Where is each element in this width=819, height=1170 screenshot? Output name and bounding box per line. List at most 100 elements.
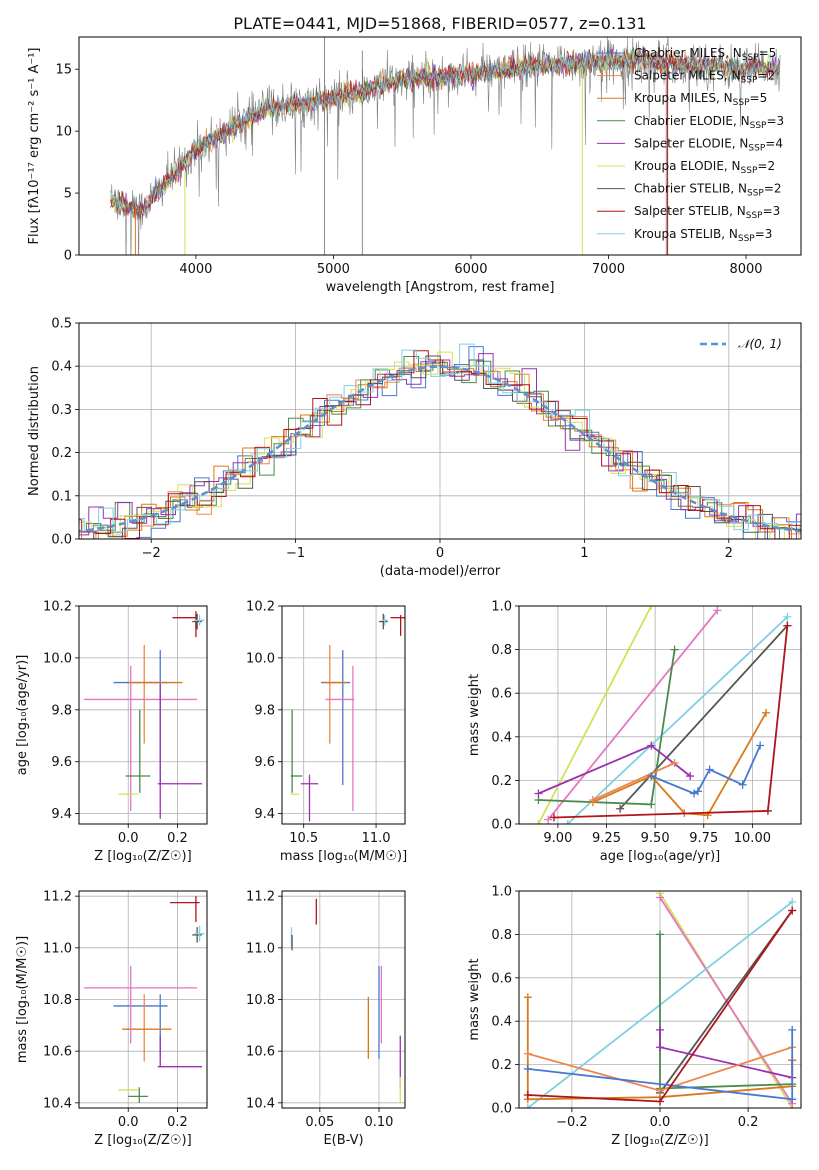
weight-marker [788, 1025, 797, 1034]
x-tick-label: 9.00 [543, 831, 572, 846]
legend-text: Chabrier STELIB, N [634, 182, 747, 196]
x-tick-label: 10.00 [734, 831, 771, 846]
plot-area [110, 37, 781, 255]
legend-label: Salpeter ELODIE, NSSP=4 [634, 136, 783, 153]
panel-age_vs_Z: 0.0 0.2 9.4 9.6 9.8 10.0 10.2 Z [log₁₀(Z/Z☉)] ag… [15, 600, 208, 864]
legend-label: Chabrier ELODIE, NSSP=3 [634, 114, 784, 131]
legend-eq: =5 [750, 91, 768, 105]
weight-marker [523, 1049, 532, 1058]
weight-marker [647, 741, 656, 750]
x-tick-label: 0.2 [167, 1115, 188, 1130]
legend-sub: SSP [742, 53, 759, 63]
legend-entry: Kroupa STELIB, NSSP=3 [597, 227, 772, 244]
legend-entry: Salpeter STELIB, NSSP=3 [597, 204, 780, 221]
legend-text: Salpeter STELIB, N [634, 204, 746, 218]
plot-area [79, 343, 801, 539]
x-tick-label: 0.2 [167, 831, 188, 846]
y-axis-label: Normed distribution [27, 366, 42, 496]
plot-area [83, 611, 205, 819]
x-axis-label: mass [log₁₀(M/M☉)] [280, 849, 407, 864]
legend-sub: SSP [746, 211, 763, 221]
x-tick-label: 4000 [179, 262, 212, 277]
weight-marker [783, 621, 792, 630]
legend-sub: SSP [747, 189, 764, 199]
grid [282, 605, 405, 824]
legend-eq: =2 [764, 182, 782, 196]
legend: 𝒩(0, 1) [700, 337, 782, 351]
axes-frame [281, 605, 406, 825]
y-axis-label: mass weight [467, 674, 482, 756]
y-tick-label: 9.8 [254, 703, 275, 718]
x-axis-label: (data-model)/error [380, 564, 501, 579]
panel-massweight_vs_Z: −0.2 0.0 0.2 0.0 0.2 0.4 0.6 0.8 1.0 Z [log₁₀(Z/Z… [467, 885, 802, 1148]
y-tick-label: 0.8 [491, 643, 512, 658]
axes-frame [78, 36, 802, 256]
weight-marker [761, 708, 770, 717]
legend-text: Chabrier MILES, N [634, 46, 742, 60]
y-tick-label: 0.6 [491, 971, 512, 986]
weight-marker [563, 820, 572, 824]
panel-spectrum: 4000 5000 6000 7000 8000 0 5 10 15 wavelength [An… [27, 36, 802, 295]
x-tick-label: 7000 [592, 262, 625, 277]
weight-marker [656, 930, 664, 939]
x-tick-label: 0.0 [650, 1115, 671, 1130]
legend-text: Chabrier ELODIE, N [634, 114, 750, 128]
legend-entry: Chabrier MILES, NSSP=5 [597, 46, 776, 63]
x-axis-label: Z [log₁₀(Z/Z☉)] [94, 849, 191, 864]
weight-series-2 [566, 616, 789, 824]
y-axis-label: mass [log₁₀(M/M☉)] [15, 936, 30, 1063]
x-tick-label: 6000 [454, 262, 487, 277]
weight-series-7 [592, 762, 675, 801]
legend-label: 𝒩(0, 1) [738, 337, 782, 351]
weight-series-0 [537, 606, 652, 824]
axes-frame [78, 322, 802, 540]
x-axis-label: wavelength [Angstrom, rest frame] [326, 280, 555, 295]
x-axis-label: Z [log₁₀(Z/Z☉)] [94, 1133, 191, 1148]
y-tick-label: 9.8 [51, 703, 72, 718]
x-tick-label: 0 [436, 546, 444, 561]
weight-marker [656, 1025, 664, 1034]
y-tick-label: 0.5 [51, 317, 72, 332]
y-tick-label: 11.2 [246, 890, 275, 905]
weight-marker [544, 815, 553, 824]
legend-label: Kroupa STELIB, NSSP=3 [634, 227, 772, 244]
weight-marker [686, 772, 695, 781]
y-tick-label: 10.6 [246, 1045, 275, 1060]
weight-marker [656, 893, 664, 902]
weight-marker [763, 806, 772, 815]
weight-marker [647, 606, 656, 610]
weight-marker [756, 741, 765, 750]
y-axis-label: Flux [fλ10⁻¹⁷ erg cm⁻² s⁻¹ A⁻¹] [27, 48, 42, 245]
legend-label: Chabrier MILES, NSSP=5 [634, 46, 776, 63]
y-tick-label: 11.0 [246, 941, 275, 956]
legend-text: Kroupa MILES, N [634, 91, 733, 105]
legend-sub: SSP [738, 234, 755, 244]
y-tick-label: 10.0 [43, 651, 72, 666]
legend-entry: Salpeter ELODIE, NSSP=4 [597, 136, 783, 153]
chart-title: PLATE=0441, MJD=51868, FIBERID=0577, z=0… [233, 14, 646, 33]
y-tick-label: 15 [55, 63, 72, 78]
weight-marker [656, 1086, 664, 1095]
x-tick-label: 1 [580, 546, 588, 561]
plot-area [290, 898, 401, 1103]
histogram-8 [79, 343, 801, 533]
x-tick-label: 2 [725, 546, 733, 561]
axes-frame [281, 890, 406, 1109]
x-tick-label: −0.2 [556, 1115, 588, 1130]
errorbar-point [381, 615, 388, 626]
weight-marker [738, 780, 747, 789]
weight-marker [523, 1104, 532, 1108]
x-axis-label: E(B-V) [323, 1133, 363, 1148]
weight-marker [670, 645, 679, 654]
legend-sub: SSP [741, 76, 758, 86]
panel-mass_vs_Z: 0.0 0.2 10.4 10.6 10.8 11.0 11.2 Z [log₁₀(Z/Z☉)… [15, 890, 208, 1148]
weight-marker [656, 1097, 664, 1106]
weight-marker [783, 612, 792, 621]
x-axis-label: Z [log₁₀(Z/Z☉)] [611, 1133, 708, 1148]
legend-label: Kroupa MILES, NSSP=5 [634, 91, 767, 108]
grid [282, 891, 405, 1108]
y-tick-label: 11.2 [43, 890, 72, 905]
legend-text: Kroupa STELIB, N [634, 227, 738, 241]
legend-entry: Kroupa ELODIE, NSSP=2 [597, 159, 775, 176]
y-tick-label: 5 [64, 187, 72, 202]
